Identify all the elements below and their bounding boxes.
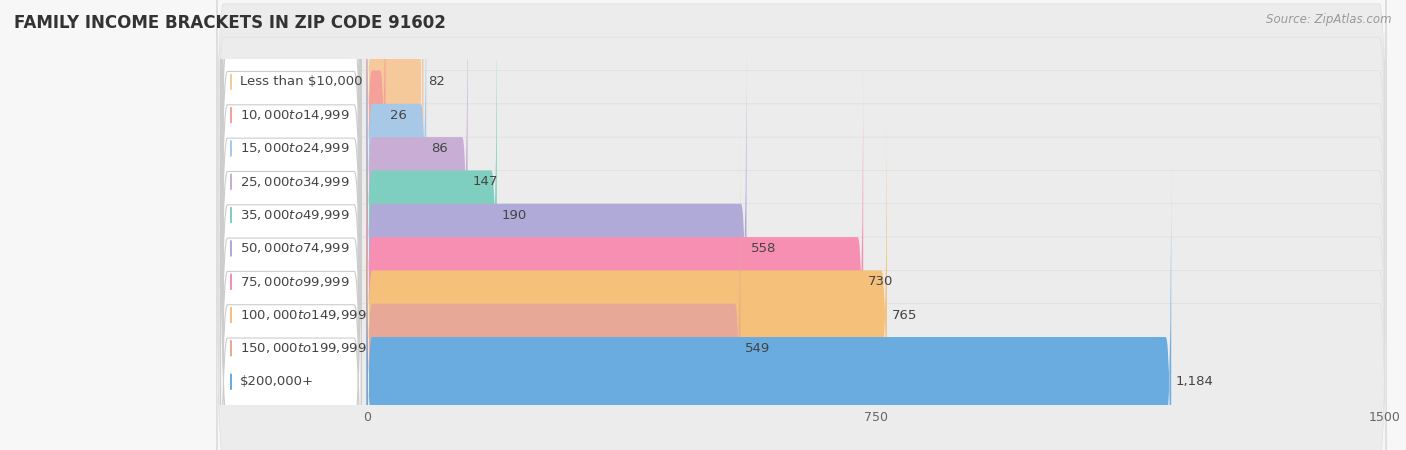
Text: 549: 549 bbox=[745, 342, 770, 355]
Text: FAMILY INCOME BRACKETS IN ZIP CODE 91602: FAMILY INCOME BRACKETS IN ZIP CODE 91602 bbox=[14, 14, 446, 32]
FancyBboxPatch shape bbox=[367, 0, 423, 304]
Text: 86: 86 bbox=[432, 142, 447, 155]
Text: $150,000 to $199,999: $150,000 to $199,999 bbox=[240, 342, 367, 356]
FancyBboxPatch shape bbox=[367, 126, 741, 450]
Text: $100,000 to $149,999: $100,000 to $149,999 bbox=[240, 308, 367, 322]
FancyBboxPatch shape bbox=[367, 160, 1171, 450]
Text: 1,184: 1,184 bbox=[1175, 375, 1213, 388]
FancyBboxPatch shape bbox=[217, 93, 1386, 450]
FancyBboxPatch shape bbox=[367, 0, 385, 337]
FancyBboxPatch shape bbox=[217, 27, 1386, 450]
Text: $10,000 to $14,999: $10,000 to $14,999 bbox=[240, 108, 350, 122]
FancyBboxPatch shape bbox=[217, 0, 1386, 337]
FancyBboxPatch shape bbox=[217, 0, 1386, 370]
Text: $15,000 to $24,999: $15,000 to $24,999 bbox=[240, 141, 350, 155]
FancyBboxPatch shape bbox=[221, 0, 361, 450]
FancyBboxPatch shape bbox=[221, 59, 361, 450]
Text: Source: ZipAtlas.com: Source: ZipAtlas.com bbox=[1267, 14, 1392, 27]
FancyBboxPatch shape bbox=[367, 93, 887, 450]
Text: 765: 765 bbox=[891, 309, 917, 322]
FancyBboxPatch shape bbox=[217, 60, 1386, 450]
FancyBboxPatch shape bbox=[367, 0, 468, 404]
Text: $25,000 to $34,999: $25,000 to $34,999 bbox=[240, 175, 350, 189]
FancyBboxPatch shape bbox=[221, 0, 361, 371]
Text: $75,000 to $99,999: $75,000 to $99,999 bbox=[240, 275, 350, 289]
Text: Less than $10,000: Less than $10,000 bbox=[240, 75, 363, 88]
FancyBboxPatch shape bbox=[221, 0, 361, 438]
FancyBboxPatch shape bbox=[221, 0, 361, 450]
FancyBboxPatch shape bbox=[367, 0, 426, 370]
FancyBboxPatch shape bbox=[367, 0, 496, 437]
Text: 190: 190 bbox=[502, 209, 527, 221]
FancyBboxPatch shape bbox=[367, 27, 747, 450]
FancyBboxPatch shape bbox=[217, 0, 1386, 404]
FancyBboxPatch shape bbox=[221, 26, 361, 450]
FancyBboxPatch shape bbox=[217, 0, 1386, 450]
Text: 730: 730 bbox=[868, 275, 893, 288]
Text: 147: 147 bbox=[472, 175, 498, 188]
Text: $200,000+: $200,000+ bbox=[240, 375, 315, 388]
Text: 82: 82 bbox=[429, 75, 446, 88]
Text: 558: 558 bbox=[751, 242, 776, 255]
Text: $35,000 to $49,999: $35,000 to $49,999 bbox=[240, 208, 350, 222]
FancyBboxPatch shape bbox=[217, 126, 1386, 450]
FancyBboxPatch shape bbox=[367, 60, 863, 450]
FancyBboxPatch shape bbox=[217, 0, 1386, 437]
Text: $50,000 to $74,999: $50,000 to $74,999 bbox=[240, 241, 350, 256]
FancyBboxPatch shape bbox=[221, 0, 361, 450]
FancyBboxPatch shape bbox=[221, 92, 361, 450]
FancyBboxPatch shape bbox=[221, 0, 361, 450]
FancyBboxPatch shape bbox=[221, 0, 361, 405]
Text: 26: 26 bbox=[391, 108, 408, 122]
FancyBboxPatch shape bbox=[217, 0, 1386, 450]
